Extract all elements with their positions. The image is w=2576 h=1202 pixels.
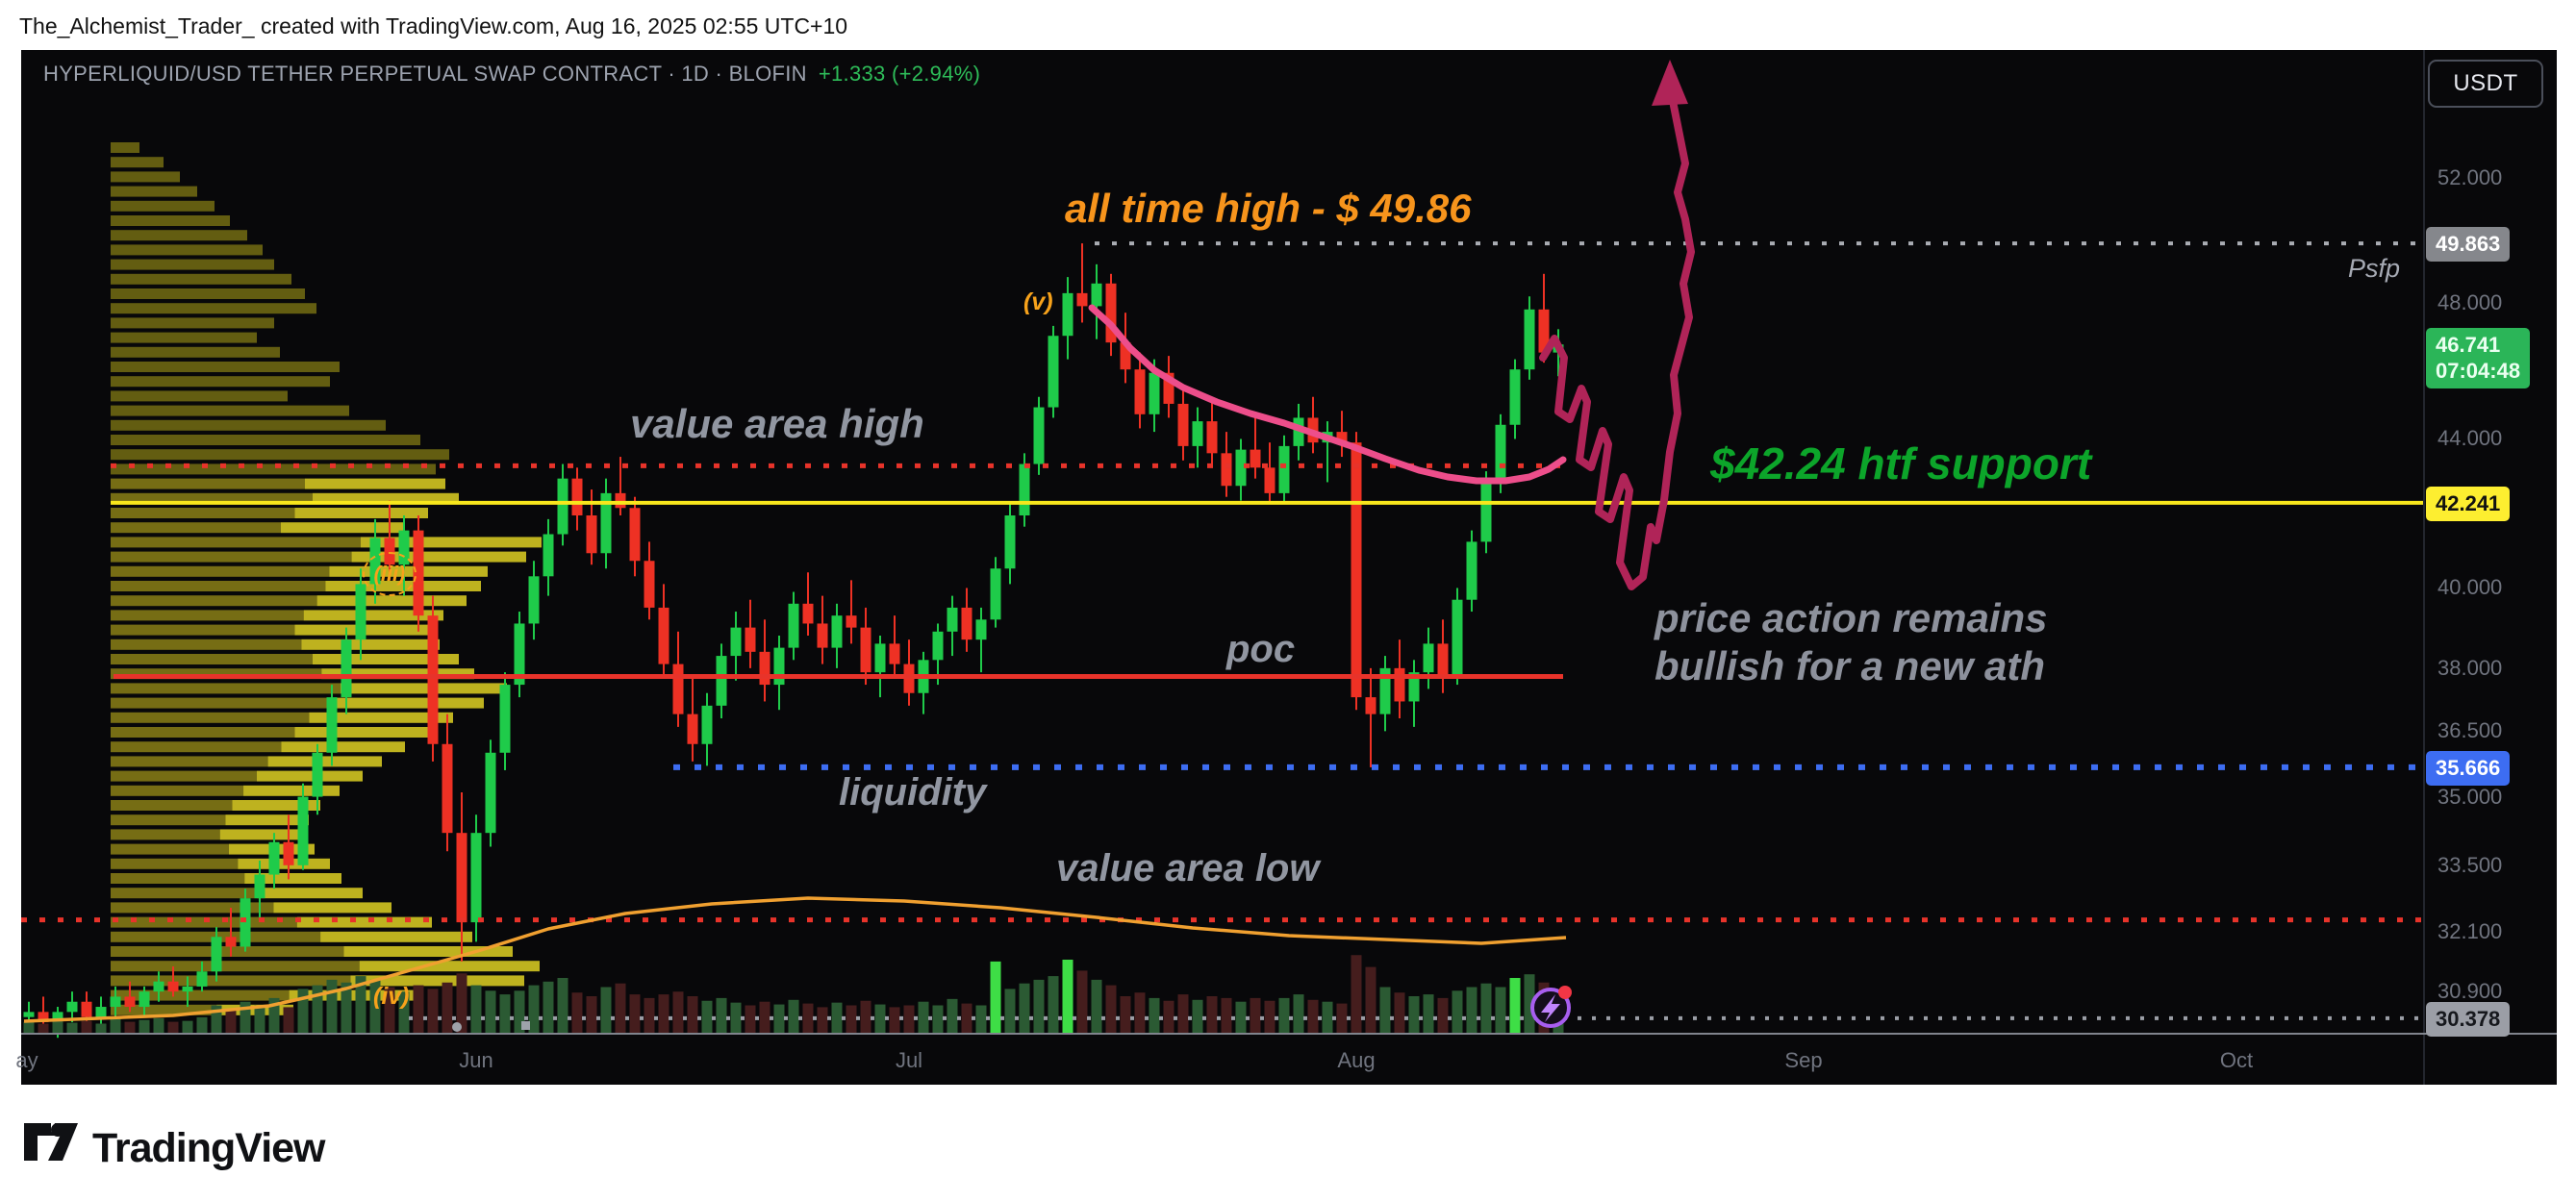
alert-notification-dot (1558, 986, 1572, 999)
projection-drawing[interactable] (1539, 60, 1695, 590)
currency-toggle-button[interactable]: USDT (2428, 60, 2543, 108)
projection-arrow-head (1652, 60, 1688, 106)
tradingview-brand-text: TradingView (92, 1124, 325, 1171)
alert-bot-icon[interactable] (1530, 986, 1572, 1028)
event-markers[interactable] (452, 1021, 530, 1032)
tradingview-footer: TradingView (23, 1119, 325, 1177)
projection-squiggle (1539, 88, 1695, 590)
price-ma-line (1088, 304, 1567, 485)
attribution-bar: The_Alchemist_Trader_ created with Tradi… (0, 0, 2576, 50)
moving-averages (23, 304, 1567, 1023)
volume-bars (23, 955, 1564, 1033)
volume-profile (111, 142, 542, 1015)
candles (23, 243, 1564, 1039)
volume-ma-line (23, 896, 1567, 1023)
key-level-lines[interactable] (21, 241, 2424, 1020)
tradingview-logo-icon (24, 1123, 78, 1161)
axis-separators (21, 50, 2557, 1085)
attribution-text: The_Alchemist_Trader_ created with Tradi… (19, 13, 848, 38)
